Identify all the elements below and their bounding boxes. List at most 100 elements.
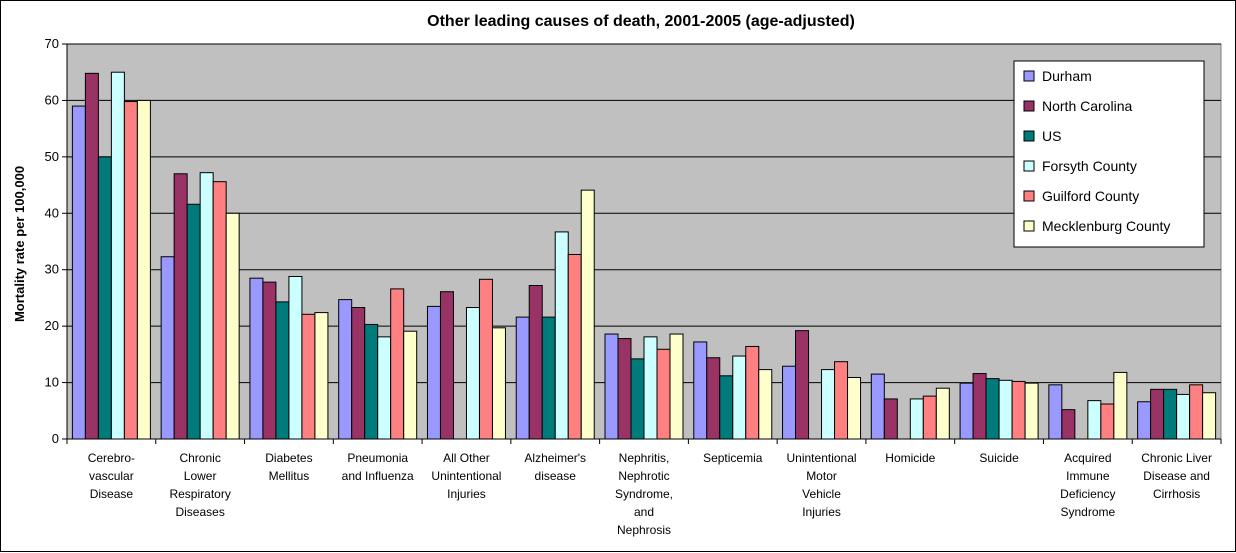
category-label: Pneumonia and Influenza xyxy=(342,451,414,483)
legend-label: US xyxy=(1042,128,1061,144)
bar-north-carolina xyxy=(173,173,188,440)
category-label-line: Cirrhosis xyxy=(1153,487,1200,501)
bar-north-carolina xyxy=(439,291,454,440)
category-label-line: Syndrome, xyxy=(615,487,673,501)
bar-mecklenburg-county xyxy=(403,330,418,440)
legend-swatch xyxy=(1023,190,1035,202)
category-label-line: and xyxy=(634,505,654,519)
category-label-line: Chronic Liver xyxy=(1141,451,1212,465)
category-label-line: Homicide xyxy=(885,451,935,465)
category-label: Acquired Immune Deficiency Syndrome xyxy=(1060,451,1115,519)
category-label-line: Chronic xyxy=(179,451,220,465)
y-tick-label: 0 xyxy=(52,431,59,446)
category-label: Septicemia xyxy=(703,451,763,465)
category-label-line: Deficiency xyxy=(1060,487,1115,501)
category-label-line: Alzheimer's xyxy=(524,451,586,465)
category-label-line: Syndrome xyxy=(1060,505,1115,519)
legend-label: Guilford County xyxy=(1042,188,1139,204)
legend-label: North Carolina xyxy=(1042,98,1132,114)
bar-forsyth-county xyxy=(199,172,214,440)
bar-mecklenburg-county xyxy=(580,189,595,440)
category-label-line: All Other xyxy=(443,451,490,465)
bar-us xyxy=(1163,388,1178,440)
bar-forsyth-county xyxy=(1087,400,1102,440)
bar-durham xyxy=(249,277,264,440)
category-label: Suicide xyxy=(979,451,1019,465)
bar-durham xyxy=(604,333,619,440)
y-tick-label: 60 xyxy=(45,92,59,107)
y-tick-label: 30 xyxy=(45,262,59,277)
bar-north-carolina xyxy=(706,357,721,440)
category-label: Unintentional Motor Vehicle Injuries xyxy=(787,451,857,519)
bar-mecklenburg-county xyxy=(1113,371,1128,440)
bar-durham xyxy=(160,256,175,440)
category-label-line: Nephritis, xyxy=(619,451,670,465)
bar-north-carolina xyxy=(262,281,277,440)
category-label-line: and Influenza xyxy=(342,469,414,483)
bar-mecklenburg-county xyxy=(136,99,151,440)
bar-us xyxy=(719,375,734,440)
category-label-line: Nephrosis xyxy=(617,523,671,537)
bar-us xyxy=(97,156,112,440)
bar-guilford-county xyxy=(390,288,405,440)
bar-north-carolina xyxy=(351,307,366,440)
bar-guilford-county xyxy=(1100,403,1115,440)
bar-mecklenburg-county xyxy=(225,212,240,440)
bar-forsyth-county xyxy=(465,307,480,440)
category-label-line: Pneumonia xyxy=(347,451,408,465)
bar-guilford-county xyxy=(123,101,138,440)
bar-forsyth-county xyxy=(288,275,303,440)
chart-title: Other leading causes of death, 2001-2005… xyxy=(427,13,855,30)
bar-mecklenburg-county xyxy=(935,387,950,440)
y-tick-label: 20 xyxy=(45,318,59,333)
category-label-line: Diseases xyxy=(175,505,224,519)
legend-swatch xyxy=(1023,160,1035,172)
category-label-line: Unintentional xyxy=(787,451,857,465)
bar-us xyxy=(364,323,379,440)
category-label: Chronic Liver Disease and Cirrhosis xyxy=(1141,451,1212,501)
category-label-line: Lower xyxy=(184,469,217,483)
legend-swatch xyxy=(1023,220,1035,232)
bar-forsyth-county xyxy=(909,398,924,440)
bar-mecklenburg-county xyxy=(314,312,329,440)
bar-mecklenburg-county xyxy=(491,327,506,440)
bar-mecklenburg-county xyxy=(1024,382,1039,440)
bar-guilford-county xyxy=(745,345,760,440)
category-label-line: Acquired xyxy=(1064,451,1111,465)
bar-north-carolina xyxy=(795,330,810,440)
category-label: Homicide xyxy=(885,451,935,465)
bar-guilford-county xyxy=(212,181,227,440)
bar-north-carolina xyxy=(883,398,898,440)
bar-guilford-county xyxy=(567,253,582,440)
category-label-line: Disease and xyxy=(1143,469,1210,483)
bar-forsyth-county xyxy=(643,336,658,440)
bar-durham xyxy=(338,299,353,440)
bar-forsyth-county xyxy=(110,71,125,440)
category-label-line: vascular xyxy=(89,469,134,483)
category-label-line: Disease xyxy=(90,487,134,501)
bar-us xyxy=(985,378,1000,440)
bar-mecklenburg-county xyxy=(847,376,862,440)
category-label-line: disease xyxy=(535,469,577,483)
category-label: Diabetes Mellitus xyxy=(265,451,312,483)
bar-forsyth-county xyxy=(1176,393,1191,440)
category-label: Alzheimer's disease xyxy=(524,451,586,483)
legend-swatch xyxy=(1023,70,1035,82)
category-label-line: Injuries xyxy=(447,487,486,501)
plot-area: 0 10 20 30 40 50 60 70 Cerebro-vascular Disease Ch… xyxy=(45,36,1222,537)
legend-label: Durham xyxy=(1042,68,1092,84)
bar-north-carolina xyxy=(1150,388,1165,440)
bar-us xyxy=(275,301,290,440)
bar-durham xyxy=(959,382,974,440)
category-label-line: Nephrotic xyxy=(618,469,669,483)
category-label-line: Immune xyxy=(1066,469,1110,483)
bar-durham xyxy=(782,365,797,440)
category-label-line: Motor xyxy=(806,469,837,483)
bar-mecklenburg-county xyxy=(758,369,773,440)
bar-durham xyxy=(870,373,885,440)
category-label-line: Septicemia xyxy=(703,451,763,465)
y-tick-label: 40 xyxy=(45,205,59,220)
category-label: Chronic Lower Respiratory Diseases xyxy=(169,451,230,519)
bar-forsyth-county xyxy=(732,355,747,440)
